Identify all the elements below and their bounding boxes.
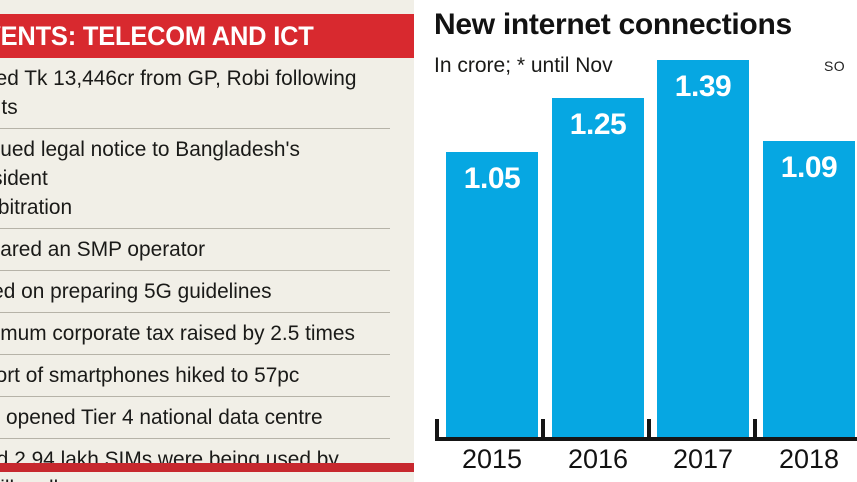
bar-value-label-2015: 1.05 bbox=[463, 162, 521, 196]
panel-footer-rule bbox=[0, 463, 414, 472]
chart-source-label: SO bbox=[824, 58, 846, 74]
chart-title: New internet connections bbox=[434, 8, 792, 41]
list-item-text: tarted on preparing 5G guidelines bbox=[0, 279, 272, 303]
bar-2018 bbox=[763, 141, 855, 437]
list-item: import of smartphones hiked to 57pc bbox=[0, 355, 390, 397]
bar-value-label-2018: 1.09 bbox=[780, 151, 838, 185]
list-item: ound 2.94 lakh SIMs were being used by y… bbox=[0, 439, 390, 482]
list-item-text: declared an SMP operator bbox=[0, 237, 206, 261]
chart-subtitle: In crore; * until Nov bbox=[434, 54, 613, 77]
x-axis-tick-2016 bbox=[541, 419, 545, 441]
list-item-text: r issued legal notice to Bangladesh's pr… bbox=[0, 137, 300, 219]
list-item: sion opened Tier 4 national data centre bbox=[0, 397, 390, 439]
x-axis-tick-2018 bbox=[753, 419, 757, 441]
panel-header-title: R EVENTS: TELECOM AND ICT bbox=[0, 20, 314, 51]
x-axis-tick-2017 bbox=[647, 419, 651, 441]
telecom-events-panel: R EVENTS: TELECOM AND ICT aimed Tk 13,44… bbox=[0, 0, 414, 482]
bar-2015 bbox=[446, 152, 538, 437]
list-item: declared an SMP operator bbox=[0, 229, 390, 271]
internet-connections-chart-panel: New internet connections In crore; * unt… bbox=[414, 0, 857, 482]
list-item-text: sion opened Tier 4 national data centre bbox=[0, 405, 323, 429]
list-item-text: minimum corporate tax raised by 2.5 time… bbox=[0, 321, 355, 345]
x-axis-line bbox=[435, 437, 857, 441]
list-item: r issued legal notice to Bangladesh's pr… bbox=[0, 129, 390, 229]
events-list: aimed Tk 13,446cr from GP, Robi followin… bbox=[0, 58, 414, 482]
x-axis-label-2017: 2017 bbox=[672, 444, 734, 474]
x-axis-tick-2015 bbox=[435, 419, 439, 441]
bar-chart-plot-area: 1.05 2015 1.25 2016 1.39 2017 1.09 2018 bbox=[414, 0, 857, 482]
x-axis-label-2016: 2016 bbox=[567, 444, 629, 474]
bar-value-label-2016: 1.25 bbox=[569, 107, 627, 141]
bar-2016 bbox=[552, 97, 644, 437]
bar-value-label-2017: 1.39 bbox=[674, 70, 732, 103]
list-item: aimed Tk 13,446cr from GP, Robi followin… bbox=[0, 58, 390, 129]
list-item-text: aimed Tk 13,446cr from GP, Robi followin… bbox=[0, 66, 357, 119]
x-axis-label-2018: 2018 bbox=[778, 444, 840, 474]
panel-header-bar: R EVENTS: TELECOM AND ICT bbox=[0, 14, 414, 58]
list-item: minimum corporate tax raised by 2.5 time… bbox=[0, 313, 390, 355]
x-axis-label-2015: 2015 bbox=[461, 444, 523, 474]
list-item-text: import of smartphones hiked to 57pc bbox=[0, 363, 300, 387]
bar-2017 bbox=[657, 60, 749, 437]
list-item: tarted on preparing 5G guidelines bbox=[0, 271, 390, 313]
